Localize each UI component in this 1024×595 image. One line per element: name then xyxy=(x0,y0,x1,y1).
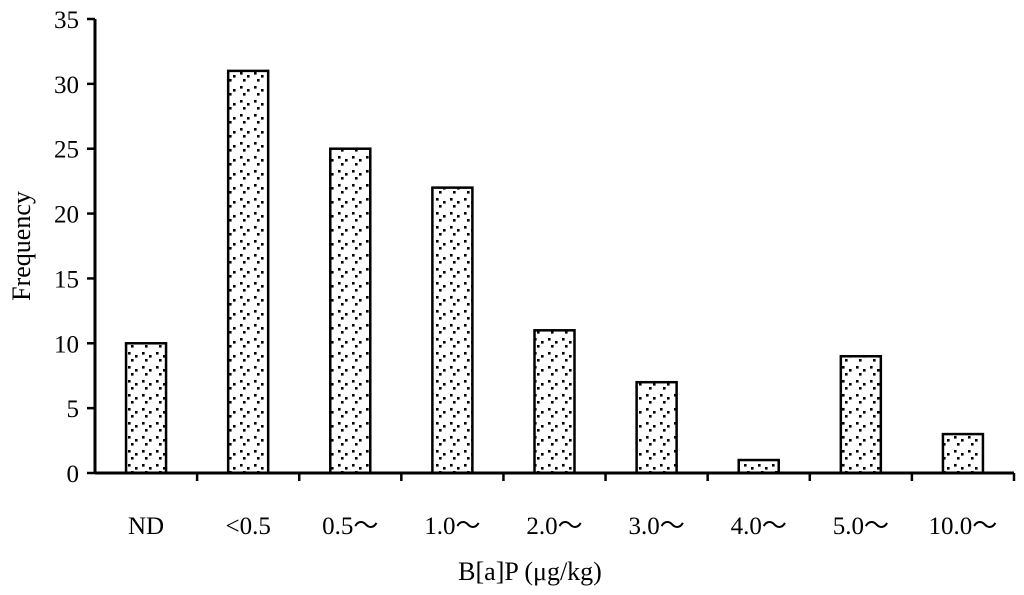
y-tick-label-20: 20 xyxy=(54,202,79,229)
x-tick-label-5: 3.0～ xyxy=(628,513,684,540)
x-axis-title: B[a]P (μg/kg) xyxy=(458,557,602,586)
x-tick-label-3: 1.0～ xyxy=(424,513,480,540)
bar-3 xyxy=(431,186,474,475)
y-tick-label-5: 5 xyxy=(67,396,80,423)
x-tick-label-1: <0.5 xyxy=(225,513,270,540)
bar-4 xyxy=(533,329,576,475)
bar-5 xyxy=(635,380,678,475)
bar-0 xyxy=(124,342,168,475)
labels-group: 0 5 10 15 20 25 30 35 ND <0.5 0.5～ 1.0～ 2.0～ 3.0～ 4.0～… xyxy=(54,7,997,540)
y-tick-label-35: 35 xyxy=(54,7,79,34)
x-tick-label-0: ND xyxy=(128,513,164,540)
bar-2 xyxy=(329,147,372,475)
x-tick-label-7: 5.0～ xyxy=(833,513,889,540)
x-tick-label-4: 2.0～ xyxy=(526,513,582,540)
bar-1 xyxy=(226,69,270,475)
bar-7 xyxy=(839,355,883,475)
axes-group xyxy=(87,17,1016,481)
bars-group xyxy=(124,69,985,475)
y-tick-label-15: 15 xyxy=(54,266,79,293)
y-tick-label-0: 0 xyxy=(67,461,80,488)
bar-8 xyxy=(941,432,985,475)
x-tick-label-2: 0.5～ xyxy=(322,513,378,540)
y-tick-label-10: 10 xyxy=(54,331,79,358)
x-tick-label-6: 4.0～ xyxy=(731,513,787,540)
y-tick-label-25: 25 xyxy=(54,137,79,164)
y-tick-label-30: 30 xyxy=(54,72,79,99)
bar-6 xyxy=(737,458,780,475)
y-axis-title: Frequency xyxy=(7,191,36,301)
x-tick-label-8: 10.0～ xyxy=(929,513,998,540)
